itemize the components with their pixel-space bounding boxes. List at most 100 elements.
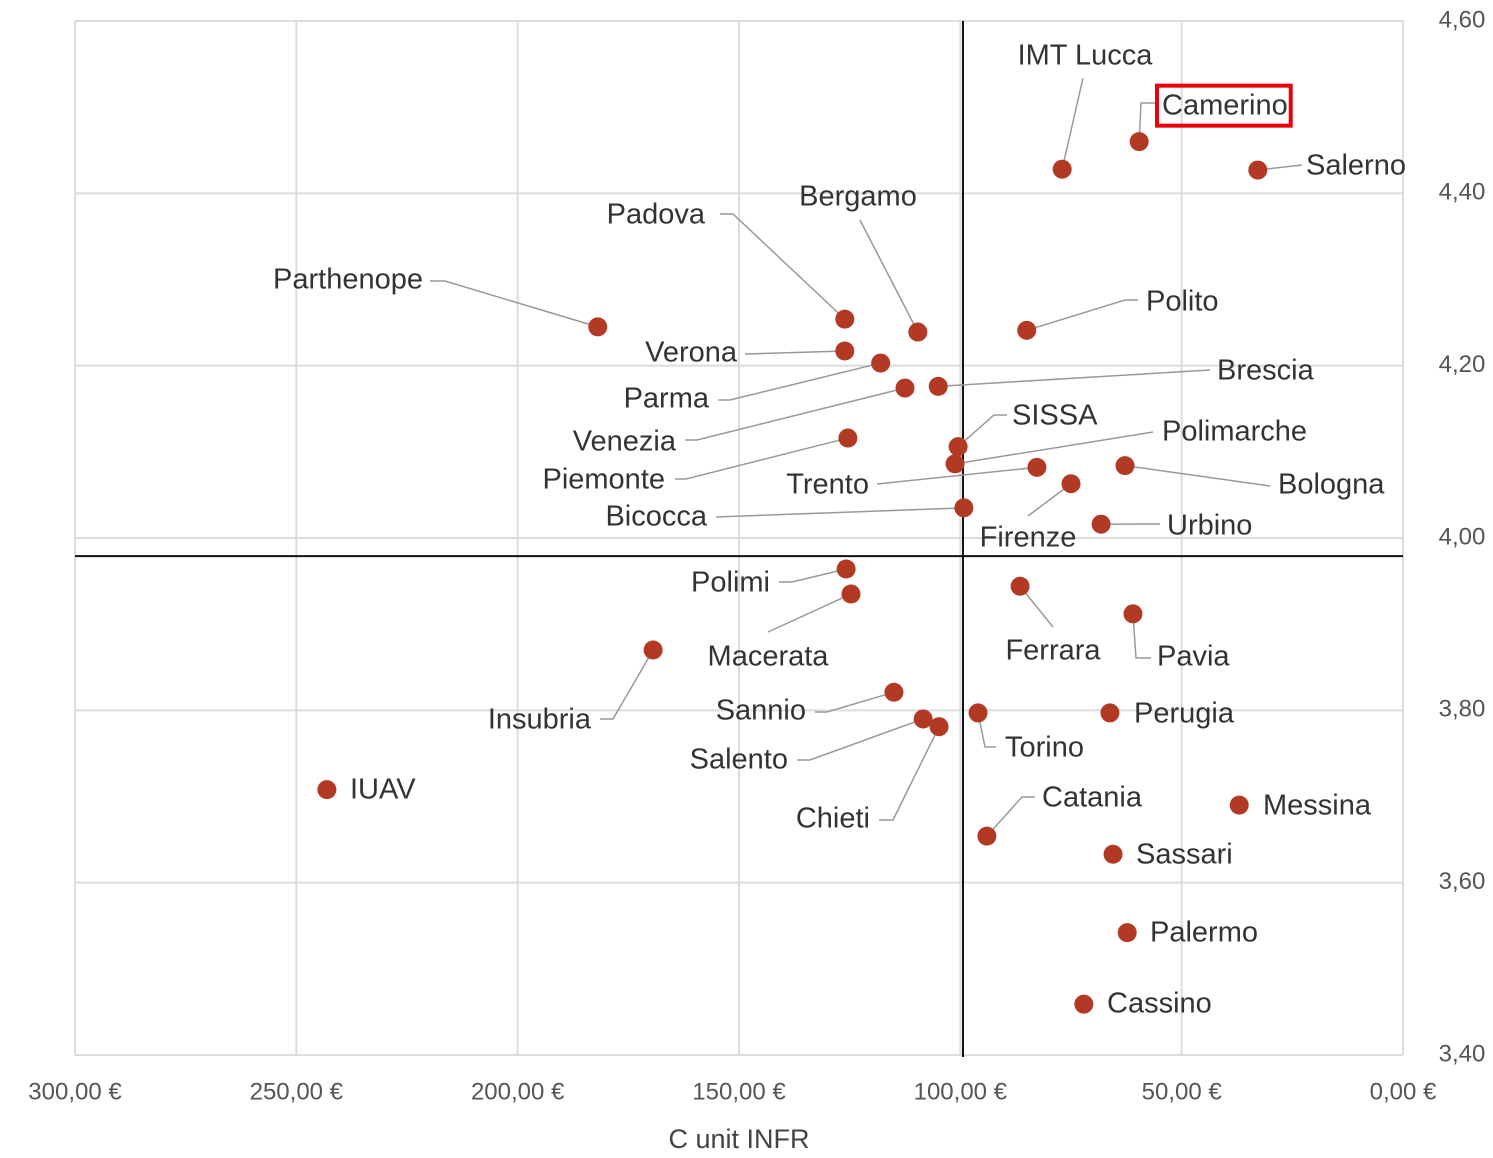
point-label: Palermo xyxy=(1150,917,1258,949)
point xyxy=(945,454,965,474)
y-tick-label: 3,60 xyxy=(1439,868,1486,895)
y-tick-label: 4,60 xyxy=(1439,6,1486,33)
leader-line xyxy=(879,726,940,821)
point xyxy=(1091,514,1111,534)
leader-line xyxy=(957,414,1007,448)
point xyxy=(928,376,948,396)
point-label: Parthenope xyxy=(273,264,423,296)
leader-line xyxy=(1138,102,1158,142)
point-label: Salerno xyxy=(1306,150,1406,182)
y-tick-label: 4,40 xyxy=(1439,179,1486,206)
leader-line xyxy=(797,718,924,761)
point xyxy=(835,341,855,361)
point-label: Salento xyxy=(690,744,788,776)
y-tick-label: 4,20 xyxy=(1439,351,1486,378)
point-label: Verona xyxy=(645,337,738,369)
leader-line xyxy=(600,649,654,720)
point-label: Pavia xyxy=(1157,641,1230,673)
point-label: Torino xyxy=(1005,732,1084,764)
y-tick-label: 3,80 xyxy=(1439,696,1486,723)
leader-line xyxy=(744,350,845,355)
x-tick-label: 300,00 € xyxy=(28,1078,122,1105)
point xyxy=(835,309,855,329)
point xyxy=(895,378,915,398)
point xyxy=(1123,604,1143,624)
point-label: Polimi xyxy=(691,567,770,599)
leader-line xyxy=(1061,77,1084,170)
point-label: Camerino xyxy=(1162,90,1288,122)
point-label: Messina xyxy=(1263,790,1372,822)
leader-line xyxy=(715,507,964,518)
point-label: Padova xyxy=(607,199,706,231)
leader-line xyxy=(1132,613,1151,659)
point-label: Venezia xyxy=(573,426,677,458)
point xyxy=(954,498,974,518)
point-label: Bicocca xyxy=(605,501,707,533)
point xyxy=(643,640,663,660)
point-label: Perugia xyxy=(1134,698,1235,730)
point xyxy=(1103,844,1123,864)
leader-line xyxy=(720,213,846,320)
point xyxy=(1010,576,1030,596)
leader-line xyxy=(859,219,919,333)
x-tick-label: 150,00 € xyxy=(692,1078,786,1105)
leader-line xyxy=(876,466,1037,485)
point-label: Chieti xyxy=(796,803,870,835)
leader-line xyxy=(1124,464,1271,487)
point-label: Sassari xyxy=(1136,839,1233,871)
point xyxy=(1129,132,1149,152)
point-label: Bologna xyxy=(1278,469,1385,501)
x-tick-label: 0,00 € xyxy=(1370,1078,1437,1105)
point xyxy=(836,559,856,579)
x-tick-label: 50,00 € xyxy=(1142,1078,1223,1105)
point xyxy=(1248,160,1268,180)
point xyxy=(871,353,891,373)
highlight-box xyxy=(1155,83,1293,128)
point xyxy=(1117,923,1137,943)
leader-line xyxy=(685,387,906,441)
leader-line xyxy=(430,280,599,328)
point xyxy=(841,584,861,604)
x-tick-label: 100,00 € xyxy=(914,1078,1008,1105)
point xyxy=(968,703,988,723)
y-tick-label: 3,40 xyxy=(1439,1040,1486,1067)
leader-line xyxy=(954,431,1154,465)
point-label: Polimarche xyxy=(1162,416,1307,448)
point-label: Piemonte xyxy=(542,464,665,496)
point-label: Macerata xyxy=(708,641,830,673)
point xyxy=(1061,474,1081,494)
point-label: Parma xyxy=(624,383,710,415)
point xyxy=(1074,994,1094,1014)
point-label: Cassino xyxy=(1107,988,1212,1020)
leader-line xyxy=(938,369,1211,388)
point-label: Bergamo xyxy=(799,181,917,213)
point xyxy=(977,826,997,846)
leader-line xyxy=(718,362,881,401)
point xyxy=(838,428,858,448)
point-label: Trento xyxy=(786,469,869,501)
x-tick-label: 200,00 € xyxy=(471,1078,565,1105)
leader-line xyxy=(779,568,847,583)
point-label: Insubria xyxy=(488,704,592,736)
leader-line xyxy=(815,691,895,713)
point-label: Ferrara xyxy=(1005,635,1101,667)
point-label: Sannio xyxy=(716,695,806,727)
point-label: Firenze xyxy=(980,522,1077,554)
point-label: IMT Lucca xyxy=(1018,40,1154,72)
point-label: IUAV xyxy=(350,774,416,806)
point-label: Catania xyxy=(1042,782,1143,814)
point xyxy=(317,780,337,800)
leader-line xyxy=(767,593,852,633)
point-label: Urbino xyxy=(1167,510,1252,542)
point-label: Brescia xyxy=(1217,355,1315,387)
point xyxy=(913,709,933,729)
point xyxy=(908,322,928,342)
point xyxy=(1052,159,1072,179)
point xyxy=(1229,795,1249,815)
point xyxy=(884,682,904,702)
leader-line xyxy=(675,437,849,480)
leader-line xyxy=(1026,299,1138,332)
leader-line xyxy=(977,712,996,748)
